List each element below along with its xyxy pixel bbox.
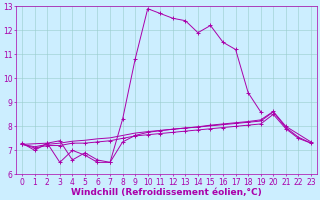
X-axis label: Windchill (Refroidissement éolien,°C): Windchill (Refroidissement éolien,°C)	[71, 188, 262, 197]
